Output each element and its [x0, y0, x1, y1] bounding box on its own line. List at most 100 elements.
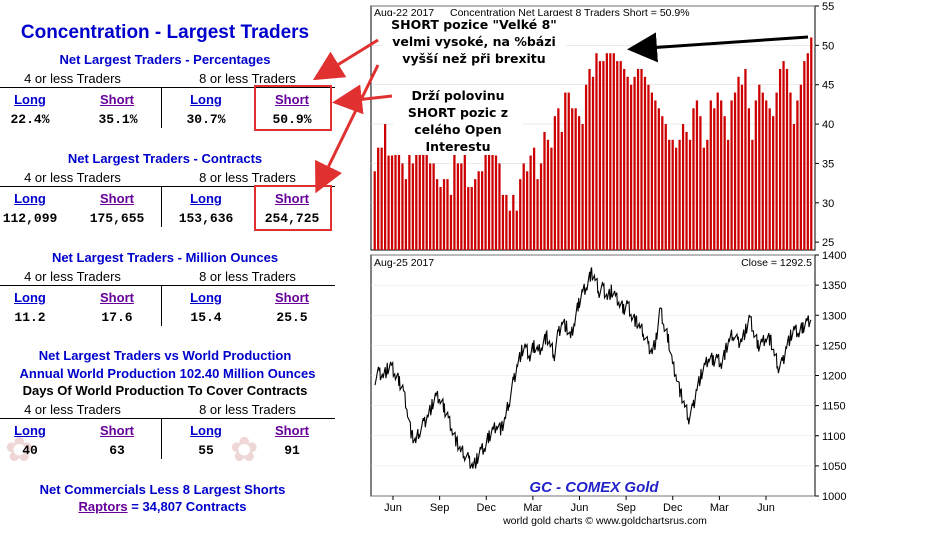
- group-label-4: 4 or less Traders: [24, 71, 121, 86]
- bar: [515, 210, 518, 250]
- value-cell: 63: [109, 443, 125, 458]
- long-link[interactable]: Long: [14, 191, 46, 206]
- y-tick-label: 45: [822, 80, 834, 92]
- value-cell: 25.5: [276, 310, 308, 325]
- bar: [602, 61, 605, 251]
- bar: [657, 108, 660, 251]
- bar: [567, 92, 570, 250]
- bar: [629, 84, 633, 250]
- long-link[interactable]: Long: [190, 92, 222, 107]
- x-tick-label: Dec: [663, 502, 683, 514]
- long-link[interactable]: Long: [14, 423, 46, 438]
- bar: [415, 139, 418, 250]
- long-link[interactable]: Long: [14, 290, 46, 305]
- value-cell: 22.4%: [10, 112, 50, 127]
- bar: [557, 108, 560, 251]
- bar: [640, 68, 643, 250]
- bar: [785, 68, 789, 250]
- bar: [373, 171, 376, 250]
- bar: [713, 108, 716, 251]
- bar: [522, 163, 525, 250]
- bar: [699, 116, 702, 251]
- value-cell: 254,725: [264, 211, 320, 226]
- bar: [581, 124, 584, 250]
- long-link[interactable]: Long: [190, 191, 222, 206]
- bar: [536, 179, 539, 250]
- raptors-line: Raptors = 34,807 Contracts: [0, 499, 325, 514]
- bar: [806, 53, 809, 251]
- bar: [792, 124, 796, 250]
- bar: [546, 139, 550, 250]
- bar: [723, 116, 726, 251]
- bar: [789, 92, 792, 250]
- bar: [526, 171, 529, 250]
- bar: [754, 100, 757, 250]
- bar: [449, 194, 453, 250]
- bar: [408, 147, 411, 250]
- bar: [688, 139, 692, 250]
- group-label-8: 8 or less Traders: [199, 71, 296, 86]
- bar: [647, 84, 650, 250]
- value-cell: 30.7%: [186, 112, 226, 127]
- bar: [494, 155, 498, 250]
- long-link[interactable]: Long: [190, 290, 222, 305]
- short-link[interactable]: Short: [100, 92, 134, 107]
- bar: [706, 139, 709, 250]
- short-link[interactable]: Short: [100, 191, 134, 206]
- divider: [161, 286, 162, 326]
- value-cell: 91: [284, 443, 300, 458]
- bar: [654, 100, 657, 250]
- section-subtitle-days: Days Of World Production To Cover Contra…: [22, 383, 308, 398]
- x-tick-label: Mar: [710, 502, 729, 514]
- bar: [685, 131, 688, 250]
- bar: [571, 108, 574, 251]
- bar: [671, 139, 674, 250]
- bar: [411, 163, 414, 250]
- group-label-8: 8 or less Traders: [199, 269, 296, 284]
- price-line: [374, 267, 812, 469]
- long-link[interactable]: Long: [14, 92, 46, 107]
- background-watermark: ✿: [230, 430, 259, 470]
- section-subtitle-annual-production: Annual World Production 102.40 Million O…: [19, 366, 316, 381]
- arrow-to-percent-box: [332, 84, 393, 115]
- bar: [716, 92, 719, 250]
- bar: [772, 116, 775, 251]
- section-title-world-production: Net Largest Traders vs World Production: [38, 348, 292, 363]
- bar: [598, 61, 602, 251]
- bar: [702, 147, 705, 250]
- bar: [695, 100, 699, 250]
- bar: [460, 163, 463, 250]
- short-link[interactable]: Short: [275, 191, 309, 206]
- raptors-link[interactable]: Raptors: [78, 499, 128, 514]
- short-link[interactable]: Short: [275, 423, 309, 438]
- bar: [616, 61, 619, 251]
- bar: [761, 92, 764, 250]
- short-link[interactable]: Short: [275, 290, 309, 305]
- y-tick-label: 55: [822, 1, 834, 13]
- x-tick-label: Jun: [571, 502, 589, 514]
- bar: [720, 100, 723, 250]
- bar: [578, 116, 581, 251]
- bar: [484, 147, 487, 250]
- bar: [505, 194, 508, 250]
- short-link[interactable]: Short: [100, 423, 134, 438]
- y-tick-label: 1000: [822, 491, 846, 503]
- bar: [605, 53, 608, 251]
- bar: [778, 68, 782, 250]
- short-link[interactable]: Short: [100, 290, 134, 305]
- bar: [474, 179, 477, 250]
- bar: [681, 124, 685, 250]
- long-link[interactable]: Long: [190, 423, 222, 438]
- bar: [508, 210, 511, 250]
- y-tick-label: 1200: [822, 371, 846, 383]
- bar: [481, 171, 484, 250]
- y-tick-label: 25: [822, 237, 834, 249]
- highlight-box: [254, 185, 332, 231]
- short-link[interactable]: Short: [275, 92, 309, 107]
- divider: [0, 186, 335, 187]
- bar: [588, 68, 591, 250]
- raptors-value: = 34,807 Contracts: [131, 499, 247, 514]
- bar: [650, 92, 654, 250]
- bar: [609, 53, 612, 251]
- chart-footer: world gold charts © www.goldchartsrus.co…: [502, 515, 707, 527]
